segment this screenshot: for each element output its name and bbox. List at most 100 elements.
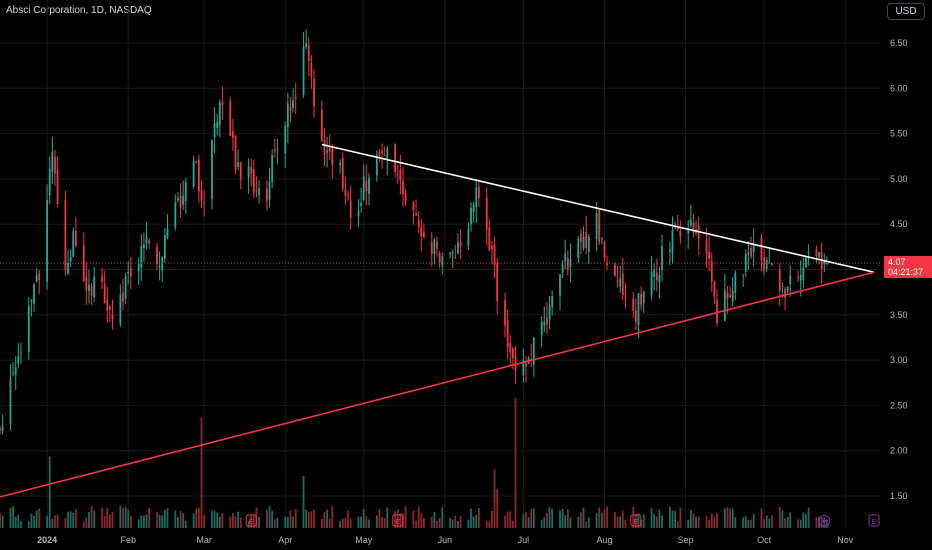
volume-bar [449,518,451,528]
candle-body [137,263,140,272]
volume-bar [0,513,1,528]
candle-body [823,259,826,265]
candle-body [457,242,459,254]
volume-bar [158,514,161,528]
candle-body [67,262,69,274]
volume-bar [797,519,800,528]
candle-body [33,284,35,304]
candle-body [415,213,417,216]
volume-bar [420,513,423,528]
candle-body [250,167,253,174]
candle-body [320,109,323,141]
volume-bar [33,515,35,528]
candle-body [655,272,658,281]
candle-body [402,181,404,195]
volume-bar [313,509,315,528]
trendline-lower [0,271,875,498]
candle-body [383,154,386,156]
candle-body [614,264,616,276]
volume-bar [239,517,242,528]
candle-body [90,286,93,296]
volume-bar [216,512,219,528]
volume-bar [17,514,20,528]
volume-bar [357,516,360,528]
candle-body [689,219,692,226]
candle-body [156,247,158,265]
candle-body [433,239,436,255]
candle-body [713,282,716,298]
candle-body [658,274,661,283]
candle-body [305,42,308,48]
volume-bar [203,515,206,528]
volume-bar [661,515,663,528]
volume-bar [710,513,713,528]
candle-body [344,189,347,197]
candle-body [252,169,255,193]
volume-bar [695,517,697,528]
volume-bar [48,456,51,528]
y-tick-label: 5.50 [890,129,908,139]
volume-bar [250,515,253,528]
x-tick-label: Oct [757,535,772,545]
candle-body [496,262,499,302]
candle-body [237,162,240,167]
candle-body [174,202,177,228]
lightning-icon [822,517,827,525]
candle-body [46,200,49,282]
volume-bar [470,508,472,528]
currency-button[interactable]: USD [887,3,925,20]
volume-bar [179,510,182,528]
volume-bar [415,520,417,528]
volume-bar [362,509,365,528]
volume-bar [747,520,750,528]
volume-bar [127,509,130,528]
chart-title: Absci Corporation, 1D, NASDAQ [6,5,152,16]
candle-body [218,102,221,124]
volume-bar [27,521,30,528]
volume-bar [637,513,640,528]
candle-body [729,294,731,298]
candle-body [632,298,635,312]
volume-bar [93,510,96,528]
candle-body [331,147,334,165]
x-tick-label: Sep [678,535,694,545]
candle-body [216,122,219,128]
earnings-marker-label: E [249,519,254,526]
x-tick-label: May [355,535,373,545]
candle-body [760,238,763,260]
volume-bar [580,512,582,528]
candle-body [82,245,85,282]
volume-bar [527,517,530,528]
candle-body [166,228,169,239]
volume-bar [148,507,151,528]
candle-body [747,252,750,255]
volume-bar [276,517,279,528]
candle-body [286,103,289,128]
candle-body [546,317,548,325]
earnings-marker-label: E [634,519,639,526]
volume-bar [64,517,67,528]
candle-body [475,187,478,208]
volume-bar [273,519,276,528]
volume-bar [784,518,786,528]
candle-body [197,159,200,192]
candle-body [731,290,734,302]
candle-body [786,286,789,293]
candle-body [619,278,622,288]
candle-body [179,195,182,208]
candle-body [195,161,198,163]
volume-bar [271,510,274,528]
candle-body [9,377,12,424]
volume-bar [349,518,352,528]
candle-body [564,253,567,262]
volume-bar [423,518,425,528]
volume-bar [475,514,478,528]
candle-body [72,231,75,257]
last-price-value: 4.07 [888,257,906,267]
candle-body [668,250,671,252]
volume-bar [624,519,627,528]
volume-bar [378,509,381,528]
volume-bar [88,511,90,528]
candle-body [234,135,237,170]
